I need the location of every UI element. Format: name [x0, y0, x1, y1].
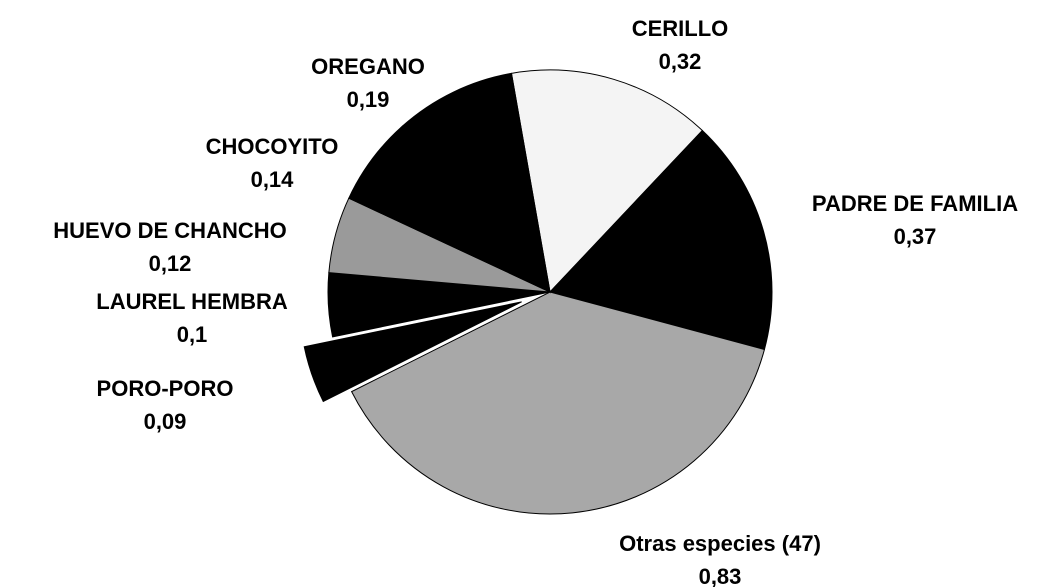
slice-label: CERILLO [632, 16, 729, 41]
slice-label: HUEVO DE CHANCHO [53, 218, 286, 243]
pie-slice [303, 301, 522, 403]
pie-slice [401, 72, 551, 294]
pie-slice [510, 69, 704, 294]
slice-label: PORO-PORO [97, 376, 234, 401]
pie-slice [350, 291, 766, 515]
value-label: 0,83 [699, 564, 742, 587]
slice-label: CHOCOYITO [206, 134, 339, 159]
slice-label: Otras especies (47) [619, 531, 821, 556]
value-label: 0,12 [149, 251, 192, 276]
slice-label: OREGANO [311, 54, 425, 79]
value-label: 0,37 [894, 224, 937, 249]
slice-label: PADRE DE FAMILIA [812, 191, 1018, 216]
slice-label: LAUREL HEMBRA [96, 289, 288, 314]
value-label: 0,1 [177, 322, 208, 347]
value-label: 0,14 [251, 167, 295, 192]
value-label: 0,09 [144, 409, 187, 434]
value-label: 0,19 [347, 87, 390, 112]
value-label: 0,32 [659, 49, 702, 74]
pie-slice [549, 129, 773, 351]
